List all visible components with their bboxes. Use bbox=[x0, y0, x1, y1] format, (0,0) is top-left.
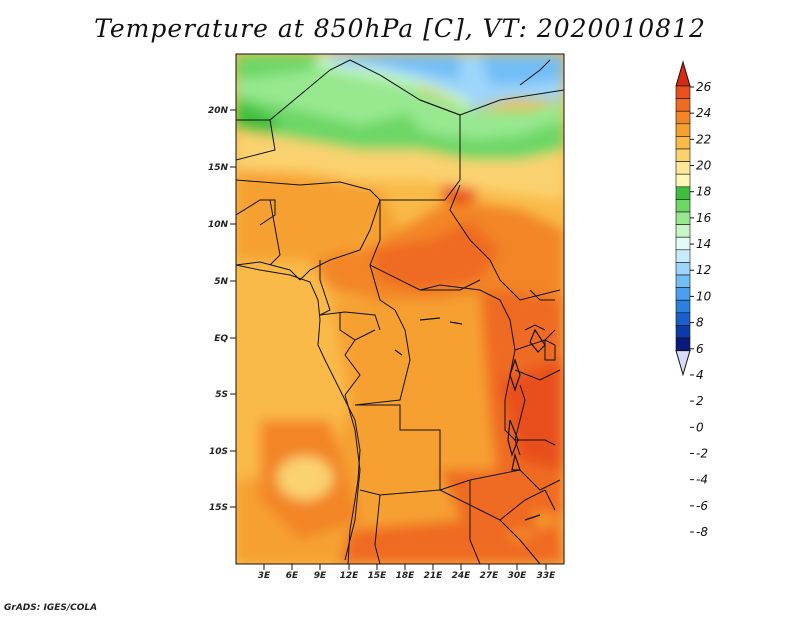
colorbar-label: 22 bbox=[696, 132, 711, 146]
lon-tick-label: 27E bbox=[480, 571, 500, 581]
red-sea-coast bbox=[519, 59, 551, 86]
colorbar-swatch bbox=[675, 274, 691, 288]
coastline bbox=[236, 264, 361, 564]
colorbar-bottom-arrow bbox=[675, 350, 691, 377]
colorbar-swatch bbox=[675, 85, 691, 99]
colorbar-label: 24 bbox=[696, 106, 711, 120]
chart-title: Temperature at 850hPa [C], VT: 202001081… bbox=[94, 14, 706, 43]
credit-text: GrADS: IGES/COLA bbox=[4, 603, 98, 613]
colorbar-swatch bbox=[675, 249, 691, 263]
colorbar-swatch bbox=[675, 148, 691, 162]
lat-tick-label: 15S bbox=[209, 503, 228, 513]
lon-tick-label: 24E bbox=[452, 571, 472, 581]
lat-tick-label: 15N bbox=[208, 163, 229, 173]
colorbar-swatch bbox=[675, 211, 691, 225]
colorbar-label: 8 bbox=[696, 316, 704, 330]
colorbar-label: -2 bbox=[696, 446, 708, 460]
lat-tick-label: 5S bbox=[215, 390, 228, 400]
colorbar-swatch bbox=[675, 287, 691, 301]
colorbar-label: 4 bbox=[696, 368, 704, 382]
colorbar-label: 12 bbox=[696, 263, 711, 277]
colorbar-label: -4 bbox=[696, 473, 708, 487]
colorbar-swatch bbox=[675, 312, 691, 326]
colorbar-top-arrow bbox=[675, 60, 691, 87]
lat-tick-label: 10S bbox=[209, 447, 228, 457]
colorbar-label: 14 bbox=[696, 237, 711, 251]
colorbar-swatch bbox=[675, 262, 691, 276]
lon-tick-label: 3E bbox=[258, 571, 271, 581]
colorbar-swatch bbox=[675, 337, 691, 351]
colorbar-label: 10 bbox=[696, 289, 712, 303]
colorbar-label: 20 bbox=[696, 159, 712, 173]
colorbar-swatch bbox=[675, 173, 691, 188]
colorbar-swatch bbox=[675, 123, 691, 137]
lon-tick-label: 18E bbox=[396, 571, 416, 581]
map-frame bbox=[235, 53, 565, 565]
lat-tick-label: 5N bbox=[214, 277, 228, 287]
colorbar-label: 6 bbox=[696, 342, 704, 356]
colorbar-label: -6 bbox=[696, 499, 708, 513]
colorbar-swatch bbox=[675, 98, 691, 112]
colorbar-label: -8 bbox=[696, 525, 708, 539]
lat-tick-label: EQ bbox=[214, 334, 228, 344]
lon-tick-label: 21E bbox=[424, 571, 444, 581]
colorbar-swatch bbox=[675, 325, 691, 339]
colorbar-label: 16 bbox=[696, 211, 712, 225]
colorbar-swatch bbox=[675, 161, 691, 175]
colorbar-swatch bbox=[675, 136, 691, 150]
lake-outlines bbox=[394, 317, 546, 521]
temperature-field bbox=[236, 54, 564, 564]
colorbar-label: 2 bbox=[696, 394, 704, 408]
lon-tick-label: 30E bbox=[508, 571, 528, 581]
lon-tick-label: 6E bbox=[286, 571, 299, 581]
latitude-axis: 20N 15N 10N 5N EQ 5S 10S 15S bbox=[208, 106, 236, 513]
colorbar-swatch bbox=[675, 236, 691, 251]
longitude-axis: 3E 6E 9E 12E 15E 18E 21E 24E 27E 30E 33E bbox=[258, 564, 556, 581]
colorbar-swatch bbox=[675, 186, 691, 200]
colorbar-swatch bbox=[675, 199, 691, 213]
colorbar-label: 18 bbox=[696, 185, 712, 199]
country-borders bbox=[236, 59, 564, 564]
lon-tick-label: 15E bbox=[368, 571, 388, 581]
lat-tick-label: 10N bbox=[208, 220, 229, 230]
lon-tick-label: 9E bbox=[314, 571, 327, 581]
colorbar-label: 0 bbox=[696, 420, 704, 434]
lon-tick-label: 12E bbox=[340, 571, 360, 581]
colorbar-swatch bbox=[675, 224, 691, 238]
colorbar-label: 26 bbox=[696, 80, 712, 94]
colorbar-swatch bbox=[675, 299, 691, 314]
colorbar-swatch bbox=[675, 110, 691, 125]
lon-tick-label: 33E bbox=[537, 571, 557, 581]
lat-tick-label: 20N bbox=[208, 106, 229, 116]
